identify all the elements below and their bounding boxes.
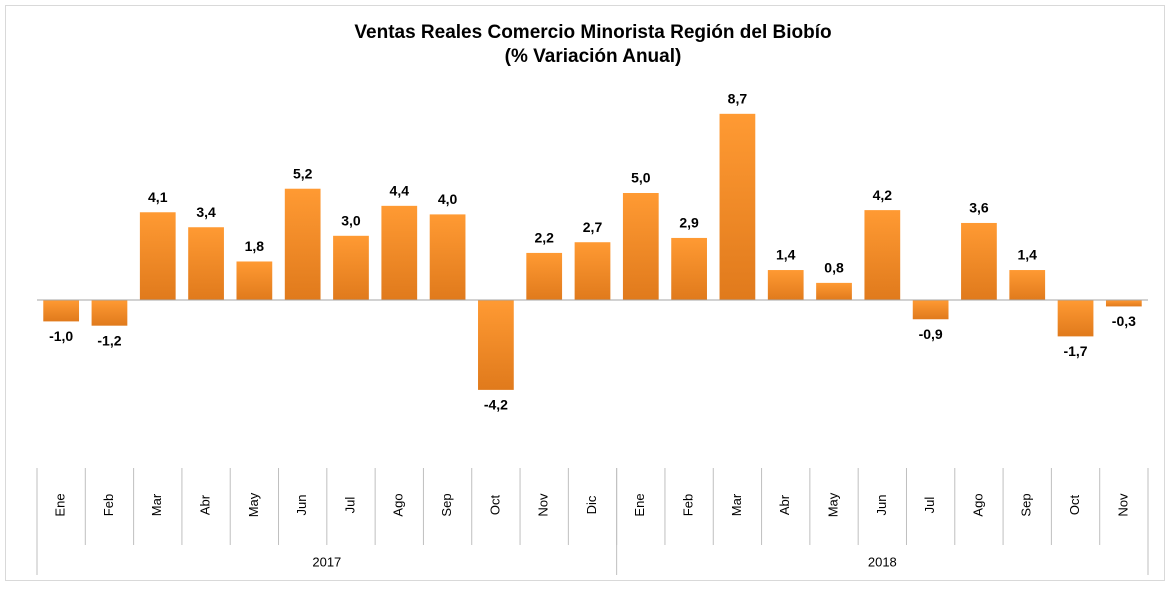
value-label: 2,7 [583, 219, 603, 235]
x-tick-label: Ene [632, 493, 647, 516]
bar [671, 237, 707, 300]
value-label: 2,9 [679, 215, 699, 231]
value-label: 0,8 [824, 260, 844, 276]
value-label: -0,9 [919, 326, 943, 342]
value-label: -1,2 [97, 332, 121, 348]
group-label: 2018 [868, 554, 897, 569]
bar [91, 300, 128, 326]
bar [284, 188, 321, 300]
value-label: 3,4 [196, 204, 216, 220]
value-label: 3,6 [969, 200, 989, 216]
x-tick-label: Dic [584, 495, 599, 514]
value-label: 5,0 [631, 170, 651, 186]
bar [43, 300, 80, 322]
x-tick-label: Abr [198, 494, 213, 515]
value-label: 3,0 [341, 213, 361, 229]
x-tick-label: Feb [681, 494, 696, 516]
bar [574, 242, 611, 300]
x-tick-label: Oct [1067, 495, 1082, 516]
chart-subtitle: (% Variación Anual) [505, 46, 682, 67]
group-label: 2017 [312, 554, 341, 569]
value-label: -1,0 [49, 328, 73, 344]
bar [139, 212, 176, 300]
x-tick-label: Oct [487, 495, 502, 516]
value-label: 8,7 [728, 91, 748, 107]
value-label: 4,1 [148, 189, 168, 205]
bar [236, 261, 273, 300]
x-tick-label: Mar [729, 493, 744, 516]
bar [1105, 300, 1142, 307]
value-label: 4,2 [873, 187, 893, 203]
bar [719, 113, 756, 300]
x-tick-label: Ago [970, 493, 985, 516]
bar [188, 227, 224, 300]
bar [912, 300, 949, 320]
x-tick-label: Sep [439, 493, 454, 516]
bar [333, 235, 369, 300]
x-tick-label: Jun [874, 495, 889, 516]
x-tick-label: Jun [294, 495, 309, 516]
value-label: 4,0 [438, 191, 458, 207]
bar [429, 214, 466, 300]
x-tick-label: Jul [342, 497, 357, 514]
value-label: 1,4 [1018, 247, 1038, 263]
bar [1009, 270, 1046, 300]
value-label: 1,8 [245, 238, 265, 254]
x-tick-label: Nov [536, 493, 551, 517]
value-label: 1,4 [776, 247, 796, 263]
bar [1057, 300, 1094, 337]
bar [767, 270, 804, 300]
value-label: -1,7 [1063, 343, 1087, 359]
value-label: 4,4 [390, 183, 410, 199]
x-tick-label: Ago [391, 493, 406, 516]
value-label: -4,2 [484, 397, 508, 413]
value-label: 5,2 [293, 165, 313, 181]
x-tick-label: May [825, 492, 840, 517]
value-label: 2,2 [534, 230, 554, 246]
x-tick-label: May [246, 492, 261, 517]
bar [816, 282, 852, 300]
bar [622, 193, 659, 300]
bar [526, 252, 563, 300]
bar [864, 210, 901, 300]
bar [961, 222, 997, 300]
x-tick-label: Nov [1115, 493, 1130, 517]
x-tick-label: Feb [101, 494, 116, 516]
x-tick-label: Jul [922, 497, 937, 514]
x-tick-label: Abr [777, 494, 792, 515]
value-label: -0,3 [1112, 313, 1136, 329]
x-tick-label: Mar [149, 493, 164, 516]
bar [381, 205, 418, 300]
bar [478, 300, 514, 390]
x-tick-label: Sep [1019, 493, 1034, 516]
chart-title: Ventas Reales Comercio Minorista Región … [354, 22, 831, 43]
x-tick-label: Ene [53, 493, 68, 516]
